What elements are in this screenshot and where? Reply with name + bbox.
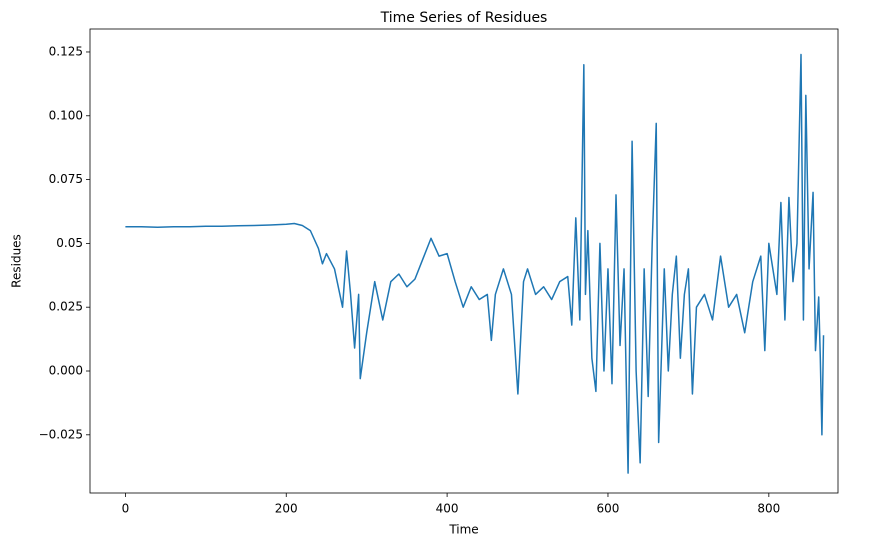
y-axis-label: Residues bbox=[10, 234, 24, 288]
x-tick-label: 200 bbox=[275, 502, 298, 516]
y-tick-label: 0.05 bbox=[56, 236, 83, 250]
x-tick-label: 0 bbox=[122, 502, 130, 516]
y-tick-label: 0.125 bbox=[49, 44, 83, 58]
x-tick-label: 800 bbox=[757, 502, 780, 516]
y-tick-label: −0.025 bbox=[39, 427, 83, 441]
plot-frame bbox=[89, 28, 839, 494]
y-tick-label: 0.000 bbox=[49, 364, 83, 378]
x-tick-label: 400 bbox=[436, 502, 459, 516]
y-tick-label: 0.100 bbox=[49, 108, 83, 122]
series-line bbox=[125, 53, 825, 474]
y-tick-label: 0.025 bbox=[49, 300, 83, 314]
x-axis-label: Time bbox=[448, 523, 478, 537]
y-tick-label: 0.075 bbox=[49, 172, 83, 186]
chart-title: Time Series of Residues bbox=[380, 10, 548, 26]
x-tick-label: 600 bbox=[597, 502, 620, 516]
